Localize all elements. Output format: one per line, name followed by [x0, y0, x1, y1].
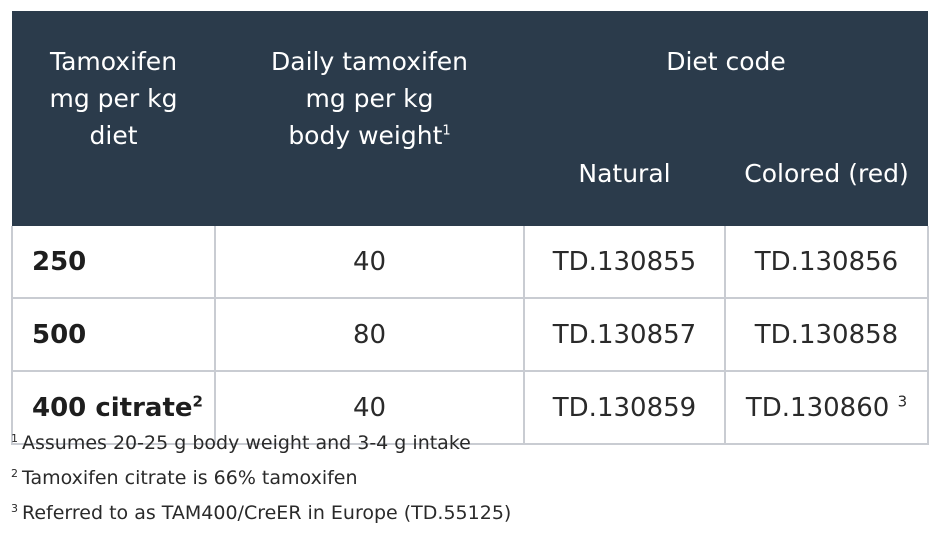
table-header: Tamoxifen mg per kg diet Daily tamoxifen…: [12, 11, 928, 226]
cell-daily: 40: [214, 226, 525, 299]
header-line: Tamoxifen: [49, 47, 178, 76]
header-tamoxifen-per-kg-diet: Tamoxifen mg per kg diet: [12, 11, 215, 226]
table-row: 500 80 TD.130857 TD.130858: [11, 297, 929, 372]
footnote-text: Tamoxifen citrate is 66% tamoxifen: [22, 467, 358, 489]
header-line-text: body weight: [288, 121, 443, 150]
diet-code-table: Tamoxifen mg per kg diet Daily tamoxifen…: [11, 11, 929, 445]
cell-colored-value: TD.130858: [754, 319, 899, 350]
footnote-number: 3: [11, 501, 18, 515]
cell-colored-value: TD.130860: [745, 392, 890, 423]
footnote-number: 2: [11, 466, 18, 480]
footnote-text: Assumes 20-25 g body weight and 3-4 g in…: [22, 432, 471, 454]
footnote-marker: 2: [192, 391, 203, 410]
header-daily-tamoxifen: Daily tamoxifen mg per kg body weight1: [215, 11, 524, 226]
header-line: body weight1: [215, 117, 524, 154]
cell-natural-code: TD.130857: [523, 297, 726, 372]
cell-tamoxifen-value: 500: [32, 319, 87, 350]
cell-tamoxifen-value: 400 citrate: [32, 392, 193, 423]
header-line: Daily tamoxifen: [271, 47, 468, 76]
table-body: 250 40 TD.130855 TD.130856 500 80 TD.130…: [11, 226, 929, 445]
header-colored-red: Colored (red): [725, 139, 928, 226]
header-line: mg per kg: [49, 84, 178, 113]
cell-tamoxifen: 400 citrate2: [11, 370, 216, 445]
cell-daily: 80: [214, 297, 525, 372]
cell-natural-code: TD.130859: [523, 370, 726, 445]
footnote-number: 1: [11, 431, 18, 445]
cell-colored-code: TD.130856: [724, 226, 929, 299]
cell-tamoxifen: 500: [11, 297, 216, 372]
footnote: 2 Tamoxifen citrate is 66% tamoxifen: [11, 463, 911, 498]
cell-natural-code: TD.130855: [523, 226, 726, 299]
table-row: 250 40 TD.130855 TD.130856: [11, 226, 929, 299]
footnote: 1 Assumes 20-25 g body weight and 3-4 g i…: [11, 428, 911, 463]
footnotes: 1 Assumes 20-25 g body weight and 3-4 g i…: [11, 428, 911, 533]
cell-colored-code: TD.130860 3: [724, 370, 929, 445]
header-diet-code: Diet code: [524, 11, 928, 139]
header-natural: Natural: [524, 139, 725, 226]
footnote: 3 Referred to as TAM400/CreER in Europe (…: [11, 498, 911, 533]
cell-tamoxifen: 250: [11, 226, 216, 299]
cell-colored-code: TD.130858: [724, 297, 929, 372]
table-row: 400 citrate2 40 TD.130859 TD.130860 3: [11, 370, 929, 445]
footnote-marker: 1: [442, 123, 451, 139]
cell-daily: 40: [214, 370, 525, 445]
header-line: diet: [89, 121, 138, 150]
footnote-marker: 3: [897, 391, 908, 410]
cell-tamoxifen-value: 250: [32, 246, 87, 277]
cell-colored-value: TD.130856: [754, 246, 899, 277]
header-line: mg per kg: [305, 84, 434, 113]
footnote-text: Referred to as TAM400/CreER in Europe (T…: [22, 502, 512, 524]
